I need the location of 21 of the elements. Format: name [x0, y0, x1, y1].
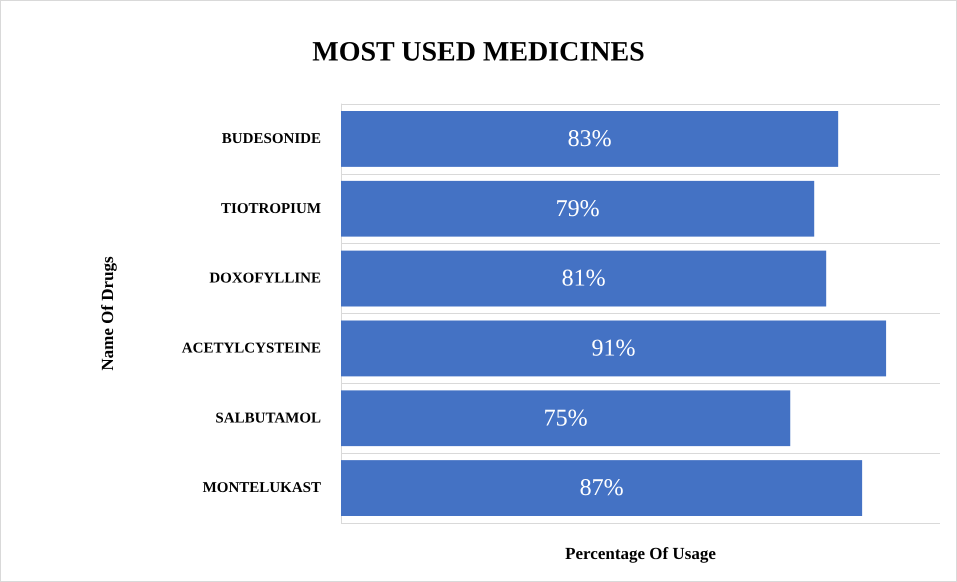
- y-tick-label: TIOTROPIUM: [220, 200, 321, 217]
- bar: [341, 390, 790, 446]
- y-tick-label: BUDESONIDE: [222, 130, 321, 147]
- bar: [341, 320, 886, 376]
- y-axis-title: Name Of Drugs: [98, 256, 117, 371]
- y-tick-label: DOXOFYLLINE: [209, 270, 321, 287]
- bar: [341, 180, 814, 237]
- data-label: 83%: [568, 126, 612, 152]
- data-label: 87%: [580, 475, 624, 502]
- data-label: 79%: [556, 196, 600, 222]
- y-tick-label: SALBUTAMOL: [215, 410, 321, 426]
- data-label: 81%: [562, 266, 606, 292]
- y-tick-label: MONTELUKAST: [202, 480, 321, 496]
- chart-title: MOST USED MEDICINES: [312, 36, 645, 68]
- y-tick-label: ACETYLCYSTEINE: [182, 340, 321, 356]
- x-axis-title: Percentage Of Usage: [565, 544, 716, 563]
- data-label: 75%: [544, 405, 588, 432]
- bar: [341, 460, 862, 516]
- bar: [341, 250, 826, 307]
- data-label: 91%: [592, 335, 636, 362]
- bar: [341, 110, 838, 167]
